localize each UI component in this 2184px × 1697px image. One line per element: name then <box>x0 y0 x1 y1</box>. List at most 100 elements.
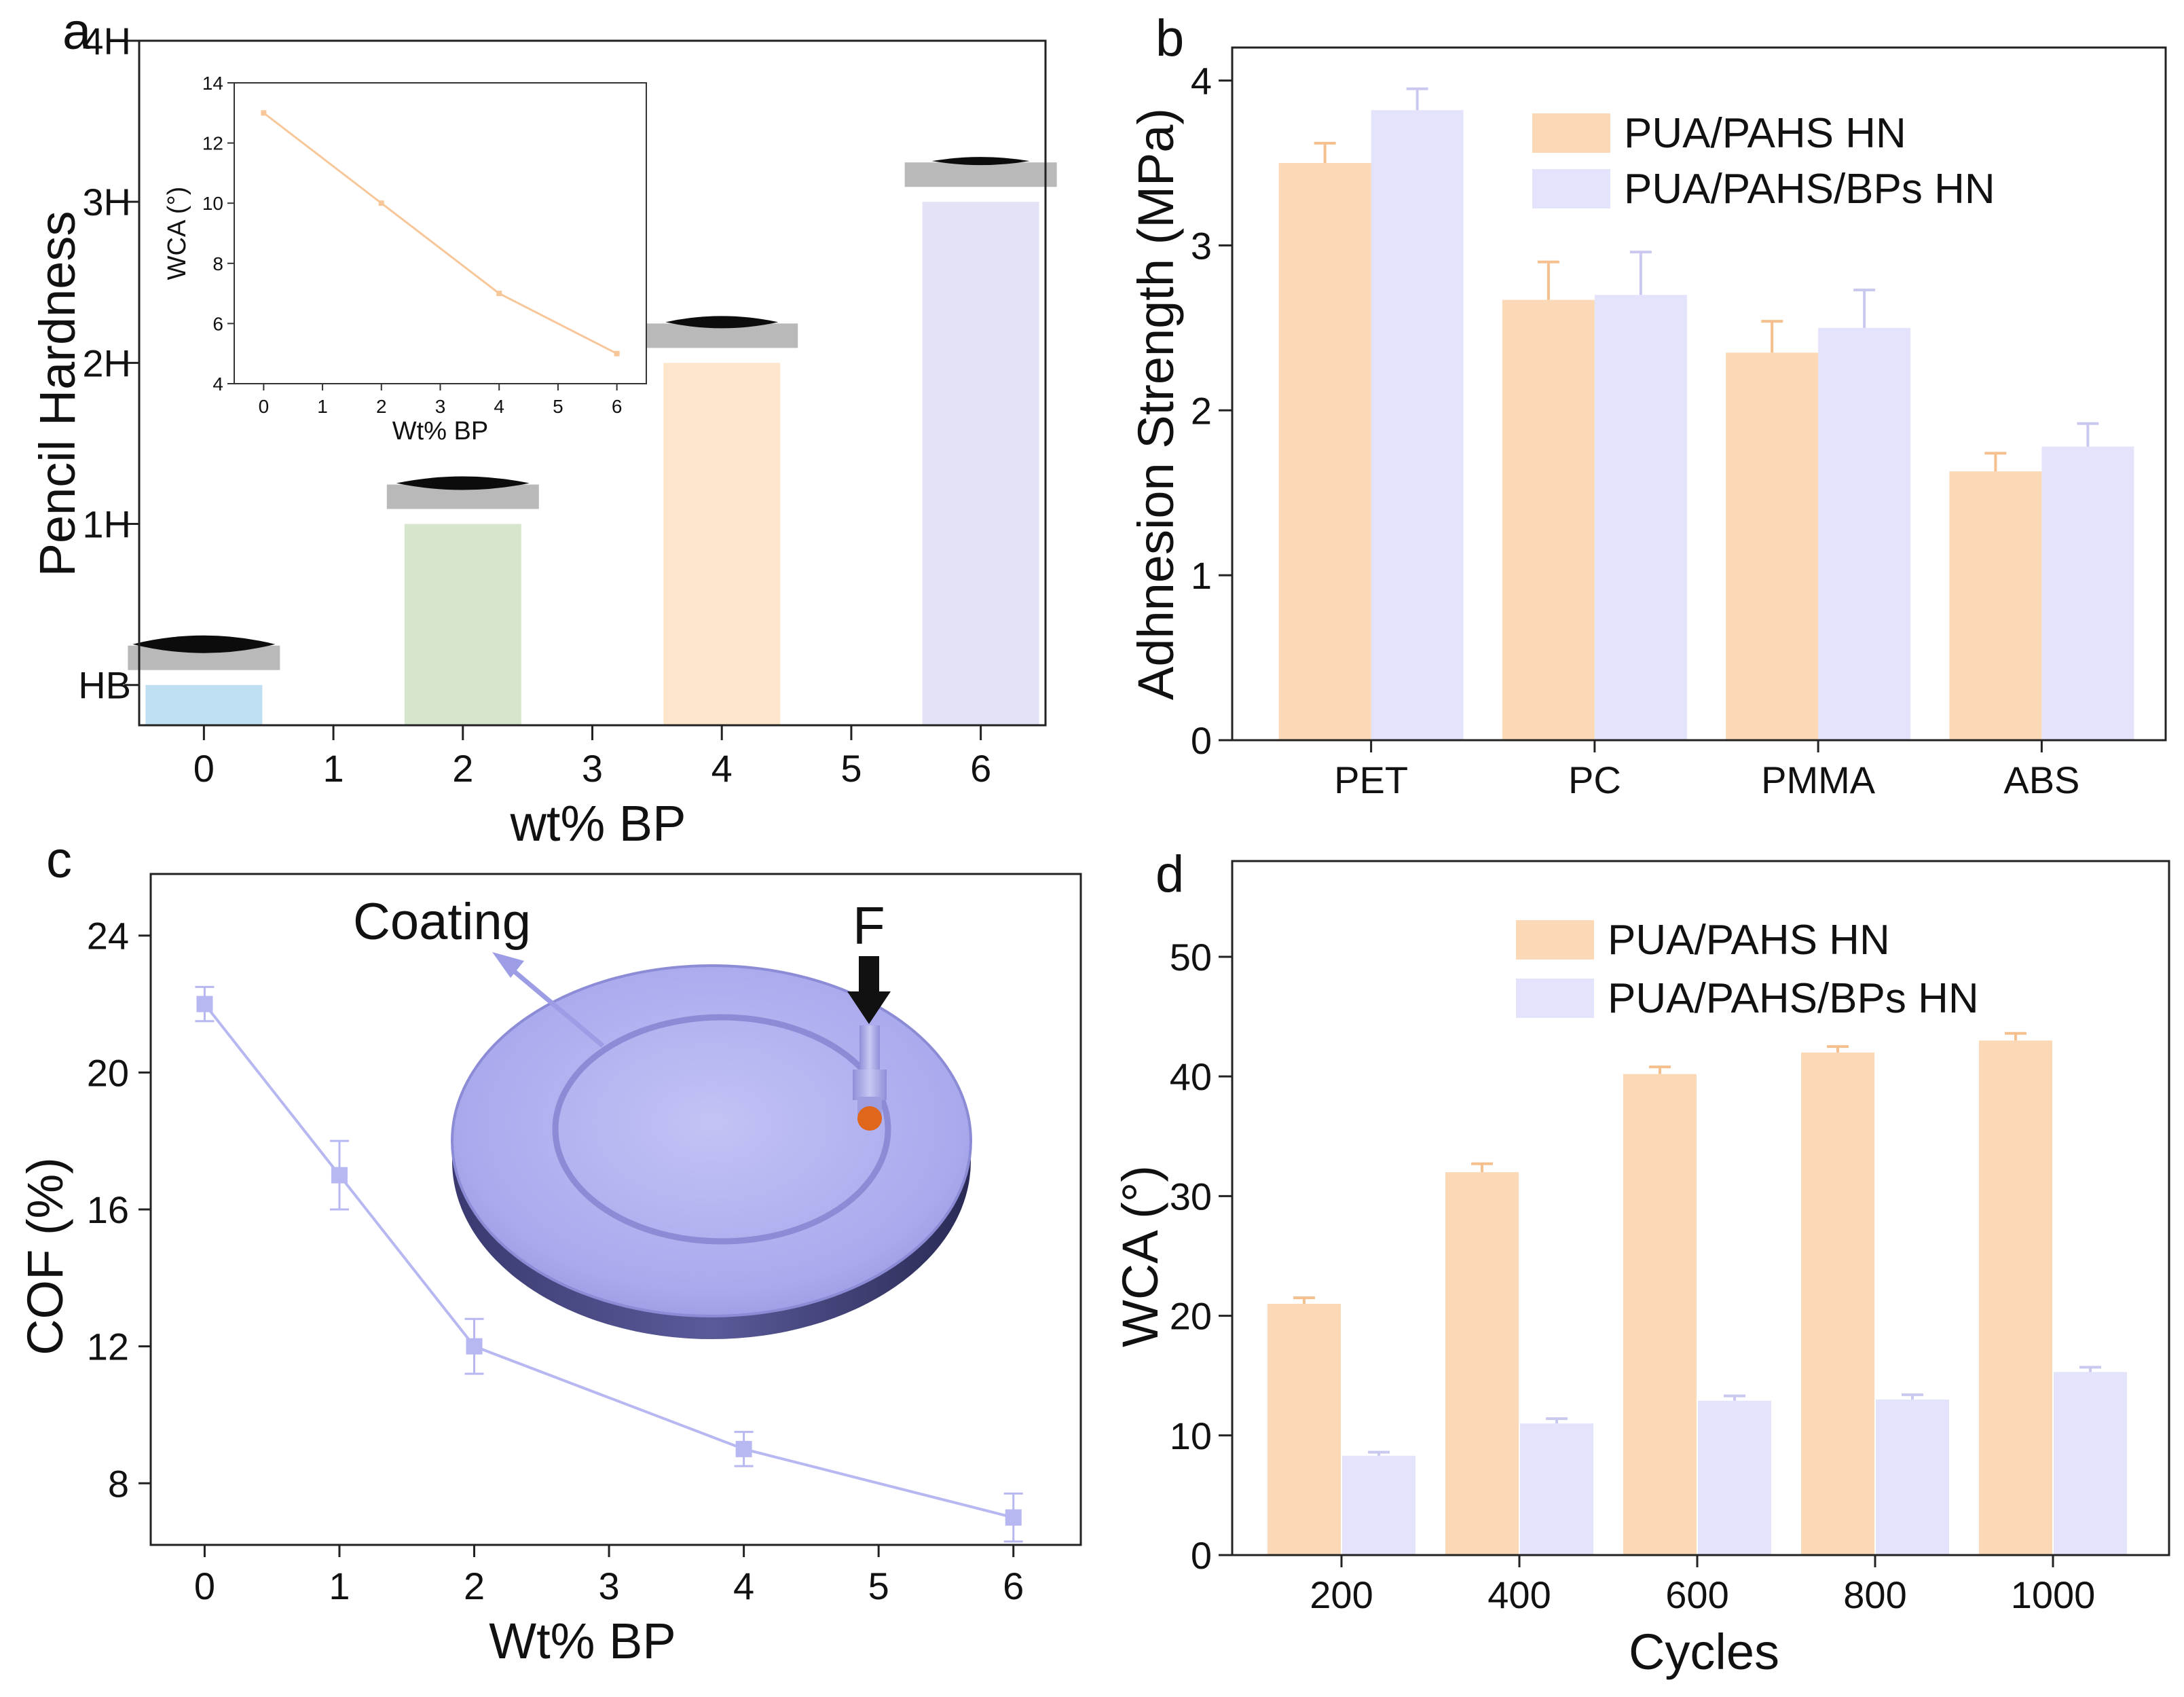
c-ytick-label: 16 <box>87 1188 129 1231</box>
a-inset-point <box>261 110 267 116</box>
coating-label: Coating <box>353 893 531 951</box>
b-legend-swatch <box>1532 169 1610 208</box>
b-ytick-label: 3 <box>1191 224 1212 267</box>
a-inset-ytick-label: 8 <box>212 253 223 274</box>
panel-b: b PET PC PMMA ABS 0 1 2 3 4 PUA/PAHS HN PUA/PAHS/… <box>1128 10 2167 801</box>
a-inset-point <box>378 200 384 206</box>
b-bar-PMMA-bps-hn <box>1818 327 1911 740</box>
a-ytick-label: 1H <box>82 503 131 546</box>
a-xtick-label: 6 <box>970 747 991 790</box>
force-arrow-shaft <box>859 956 879 996</box>
a-water-droplet-0 <box>132 635 276 653</box>
a-xtick-label: 5 <box>840 747 862 790</box>
a-inset-xtick-label: 0 <box>259 396 270 417</box>
a-xtick-label: 0 <box>193 747 215 790</box>
b-axes-frame <box>1231 46 2167 742</box>
a-bar-2 <box>404 524 521 725</box>
b-xtick-label: PC <box>1568 759 1621 801</box>
force-arrow-head <box>847 991 891 1024</box>
d-bar-200-hn <box>1267 1303 1341 1555</box>
a-inset-xlabel: Wt% BP <box>392 417 488 445</box>
b-legend-swatch <box>1532 113 1610 153</box>
c-ytick-label: 8 <box>108 1462 129 1505</box>
d-bar-1000-bps-hn <box>2054 1372 2127 1555</box>
a-inset-ytick-label: 10 <box>202 193 223 214</box>
a-inset-ylabel: WCA (°) <box>163 187 191 280</box>
d-xlabel: Cycles <box>1629 1624 1779 1680</box>
b-bar-PET-hn <box>1278 163 1371 740</box>
panel-d: d 200 400 600 800 1000 0 10 20 30 40 50 PUA/PAHS H… <box>1112 845 2170 1680</box>
a-inset-xtick-label: 6 <box>612 396 623 417</box>
d-bar-200-bps-hn <box>1342 1455 1415 1555</box>
a-water-droplet-2 <box>396 476 530 490</box>
d-bar-400-hn <box>1445 1172 1519 1555</box>
c-xtick-label: 2 <box>464 1565 485 1607</box>
coating-disc-illustration: Coating F <box>353 893 972 1339</box>
coating-arrow-head <box>492 952 524 978</box>
b-bar-PC-bps-hn <box>1594 295 1687 740</box>
d-xtick-label: 200 <box>1310 1573 1373 1616</box>
d-xtick-label: 600 <box>1665 1573 1728 1616</box>
b-bar-ABS-hn <box>1949 471 2042 740</box>
d-xtick-label: 1000 <box>2011 1573 2096 1616</box>
a-inset-xtick-label: 5 <box>553 396 563 417</box>
c-data-point <box>735 1440 752 1457</box>
d-xtick-label: 800 <box>1843 1573 1906 1616</box>
b-bar-ABS-bps-hn <box>2041 446 2134 740</box>
a-inset-line <box>263 112 618 355</box>
d-ytick-label: 50 <box>1170 936 1212 979</box>
a-water-droplet-4 <box>665 316 779 329</box>
b-bar-PC-hn <box>1502 299 1595 741</box>
a-xtick-label: 1 <box>322 747 344 790</box>
b-xtick-label: ABS <box>2003 759 2079 801</box>
a-inset-frame <box>234 82 647 384</box>
a-xtick-label: 3 <box>582 747 603 790</box>
probe-shaft <box>859 1025 880 1073</box>
a-inset-point <box>496 291 502 297</box>
d-ytick-label: 0 <box>1191 1534 1212 1577</box>
panel-label-d: d <box>1155 845 1184 903</box>
d-legend-label: PUA/PAHS/BPs HN <box>1608 975 1979 1022</box>
a-inset-ytick-label: 14 <box>202 73 223 94</box>
probe-ball <box>857 1106 882 1131</box>
b-ytick-label: 2 <box>1191 389 1212 432</box>
d-bar-800-hn <box>1801 1052 1874 1555</box>
a-bar-0 <box>145 685 263 725</box>
d-legend-swatch <box>1516 979 1594 1018</box>
panel-label-c: c <box>46 831 72 889</box>
c-xtick-label: 0 <box>194 1565 215 1607</box>
a-ytick-label: HB <box>78 664 131 707</box>
c-xtick-label: 5 <box>868 1565 889 1607</box>
b-xtick-label: PMMA <box>1761 759 1876 801</box>
coating-arrow <box>504 962 605 1048</box>
a-inset-ytick-label: 4 <box>212 373 223 395</box>
a-xtick-label: 2 <box>452 747 473 790</box>
panel-label-a: a <box>62 3 92 60</box>
a-water-droplet-6 <box>931 157 1030 166</box>
a-ylabel: Pencil Hardness <box>29 211 86 577</box>
c-data-point <box>466 1338 483 1355</box>
a-substrate-slab-6 <box>904 162 1057 187</box>
a-ytick-label: 2H <box>82 342 131 384</box>
a-bar-6 <box>922 202 1039 725</box>
c-ytick-label: 24 <box>87 915 129 957</box>
c-xtick-label: 4 <box>733 1565 754 1607</box>
a-inset-ytick-label: 6 <box>212 313 223 334</box>
d-ytick-label: 10 <box>1170 1415 1212 1457</box>
b-legend-label: PUA/PAHS/BPs HN <box>1624 166 1995 213</box>
panel-label-b: b <box>1155 10 1184 67</box>
a-inset-ytick-label: 12 <box>202 133 223 154</box>
b-ytick-label: 0 <box>1191 719 1212 762</box>
c-ylabel: COF (%) <box>17 1157 73 1355</box>
force-label: F <box>853 896 885 955</box>
d-bar-600-hn <box>1623 1074 1697 1555</box>
c-xtick-label: 1 <box>329 1565 350 1607</box>
a-inset-xtick-label: 2 <box>376 396 387 417</box>
d-ytick-label: 40 <box>1170 1055 1212 1098</box>
d-legend-swatch <box>1516 920 1594 960</box>
a-xtick-label: 4 <box>711 747 733 790</box>
b-bar-PET-bps-hn <box>1371 110 1464 741</box>
d-bar-600-bps-hn <box>1698 1400 1771 1555</box>
a-xlabel: wt% BP <box>509 795 686 852</box>
